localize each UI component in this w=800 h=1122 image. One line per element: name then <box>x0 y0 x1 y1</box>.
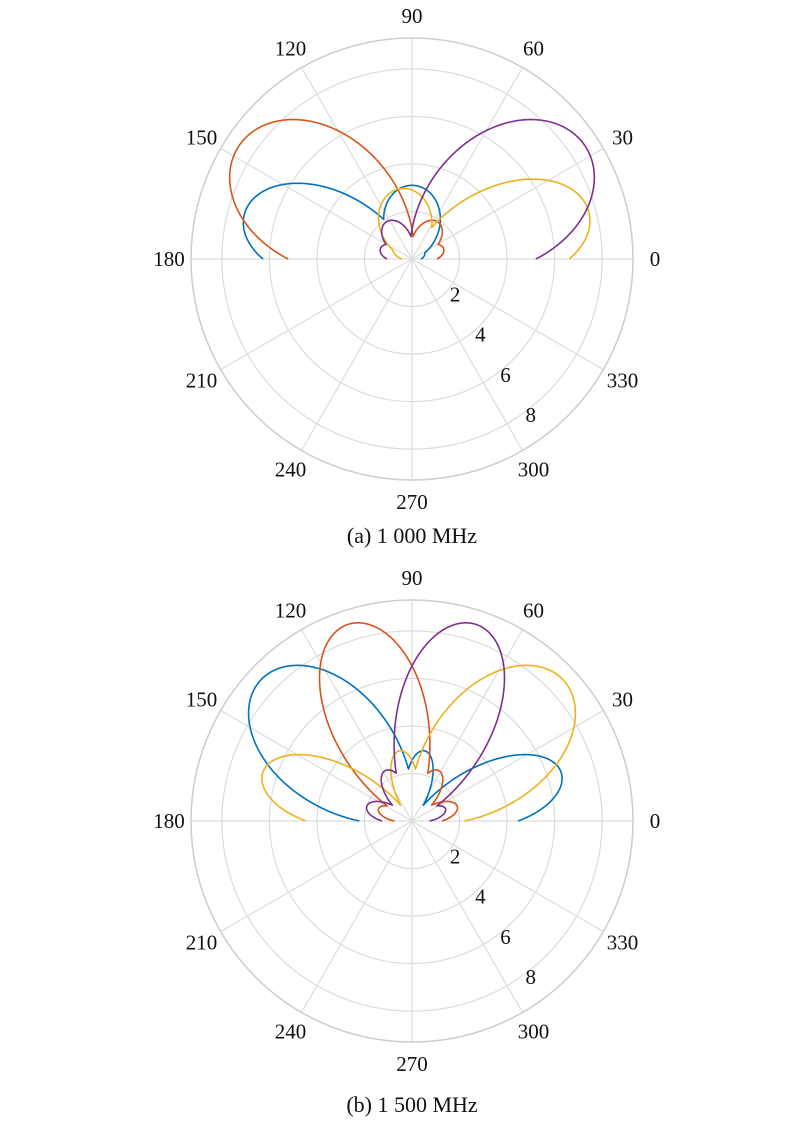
spoke-150 <box>220 709 413 822</box>
grid-ring-2 <box>363 210 461 308</box>
radius-tick-label: 8 <box>525 965 536 989</box>
spoke-30 <box>411 709 604 822</box>
angle-tick-label: 270 <box>396 1052 428 1076</box>
outer-boundary <box>190 599 634 1043</box>
angle-tick-label: 210 <box>186 369 218 393</box>
grid-ring-2 <box>363 772 461 870</box>
pattern-trace-1 <box>242 182 442 260</box>
angle-tick-label: 60 <box>523 37 544 61</box>
spoke-60 <box>411 67 524 260</box>
angle-tick-label: 300 <box>518 1019 550 1043</box>
angle-tick-label: 90 <box>402 4 423 28</box>
radius-tick-label: 4 <box>475 885 486 909</box>
radius-tick-label: 6 <box>500 925 511 949</box>
caption-a: (a) 1 000 MHz <box>347 523 477 548</box>
angle-tick-label: 30 <box>612 688 633 712</box>
angle-tick-label: 60 <box>523 599 544 623</box>
spoke-210 <box>220 820 413 933</box>
spoke-240 <box>300 258 413 451</box>
angle-tick-label: 150 <box>186 688 218 712</box>
spoke-300 <box>411 258 524 451</box>
angle-tick-label: 240 <box>275 1019 307 1043</box>
pattern-trace-3 <box>261 664 577 822</box>
angle-tick-label: 0 <box>650 809 661 833</box>
angle-tick-label: 270 <box>396 490 428 514</box>
spoke-120 <box>300 67 413 260</box>
angle-tick-label: 330 <box>607 369 639 393</box>
grid-ring-8 <box>221 630 603 1012</box>
radius-tick-label: 8 <box>525 403 536 427</box>
angle-tick-label: 180 <box>153 247 185 271</box>
spoke-330 <box>411 258 604 371</box>
angle-tick-label: 330 <box>607 931 639 955</box>
spoke-210 <box>220 258 413 371</box>
caption-b: (b) 1 500 MHz <box>346 1092 478 1117</box>
spoke-300 <box>411 820 524 1013</box>
angle-tick-label: 300 <box>518 457 550 481</box>
radius-tick-label: 6 <box>500 363 511 387</box>
grid-ring-4 <box>316 725 508 917</box>
angle-tick-label: 120 <box>275 37 307 61</box>
outer-boundary <box>190 37 634 481</box>
angle-tick-label: 0 <box>650 247 661 271</box>
spoke-330 <box>411 820 604 933</box>
grid-ring-6 <box>268 115 556 403</box>
angle-tick-label: 180 <box>153 809 185 833</box>
pattern-trace-4 <box>379 118 596 260</box>
grid-ring-6 <box>268 677 556 965</box>
spoke-240 <box>300 820 413 1013</box>
angle-tick-label: 90 <box>402 566 423 590</box>
spoke-30 <box>411 147 604 260</box>
angle-tick-label: 120 <box>275 599 307 623</box>
angle-tick-label: 150 <box>186 126 218 150</box>
pattern-trace-1 <box>247 664 563 822</box>
grid-ring-4 <box>316 163 508 355</box>
angle-tick-label: 210 <box>186 931 218 955</box>
radius-tick-label: 2 <box>450 844 461 868</box>
grid-ring-8 <box>221 68 603 450</box>
pattern-trace-4 <box>365 622 506 822</box>
radius-tick-label: 2 <box>450 282 461 306</box>
angle-tick-label: 30 <box>612 126 633 150</box>
pattern-trace-3 <box>377 178 591 260</box>
angle-tick-label: 240 <box>275 457 307 481</box>
radius-tick-label: 4 <box>475 323 486 347</box>
spoke-150 <box>220 147 413 260</box>
